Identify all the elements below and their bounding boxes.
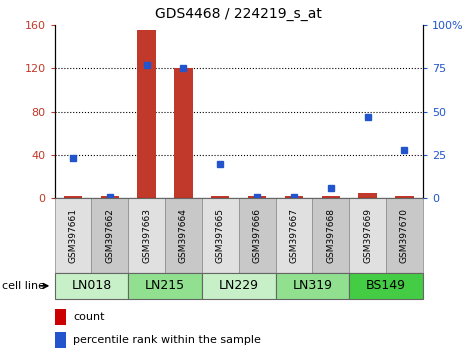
- Text: LN229: LN229: [218, 279, 259, 292]
- Bar: [276, 198, 313, 273]
- Text: GSM397661: GSM397661: [68, 208, 77, 263]
- Bar: [211, 196, 229, 198]
- Bar: [55, 309, 66, 325]
- Text: BS149: BS149: [366, 279, 406, 292]
- Bar: [128, 198, 165, 273]
- Bar: [64, 196, 82, 198]
- Bar: [55, 332, 66, 348]
- Text: LN018: LN018: [71, 279, 112, 292]
- Bar: [202, 273, 276, 299]
- Text: GSM397662: GSM397662: [105, 208, 114, 263]
- Bar: [349, 198, 386, 273]
- Bar: [386, 198, 423, 273]
- Text: GSM397667: GSM397667: [289, 208, 298, 263]
- Title: GDS4468 / 224219_s_at: GDS4468 / 224219_s_at: [155, 7, 322, 21]
- Text: GSM397669: GSM397669: [363, 208, 372, 263]
- Text: GSM397665: GSM397665: [216, 208, 225, 263]
- Text: LN319: LN319: [292, 279, 332, 292]
- Bar: [55, 273, 128, 299]
- Text: GSM397670: GSM397670: [400, 208, 409, 263]
- Bar: [313, 198, 349, 273]
- Text: GSM397666: GSM397666: [253, 208, 262, 263]
- Bar: [91, 198, 128, 273]
- Bar: [101, 196, 119, 198]
- Bar: [238, 198, 276, 273]
- Bar: [55, 198, 91, 273]
- Text: cell line: cell line: [2, 281, 46, 291]
- Text: percentile rank within the sample: percentile rank within the sample: [73, 335, 261, 346]
- Text: GSM397668: GSM397668: [326, 208, 335, 263]
- Bar: [358, 193, 377, 198]
- Text: GSM397664: GSM397664: [179, 208, 188, 263]
- Bar: [128, 273, 202, 299]
- Bar: [349, 273, 423, 299]
- Bar: [276, 273, 349, 299]
- Bar: [137, 30, 156, 198]
- Bar: [322, 196, 340, 198]
- Bar: [174, 68, 193, 198]
- Bar: [165, 198, 202, 273]
- Bar: [285, 196, 303, 198]
- Bar: [202, 198, 238, 273]
- Bar: [395, 196, 414, 198]
- Text: LN215: LN215: [145, 279, 185, 292]
- Text: GSM397663: GSM397663: [142, 208, 151, 263]
- Bar: [248, 196, 266, 198]
- Text: count: count: [73, 312, 104, 322]
